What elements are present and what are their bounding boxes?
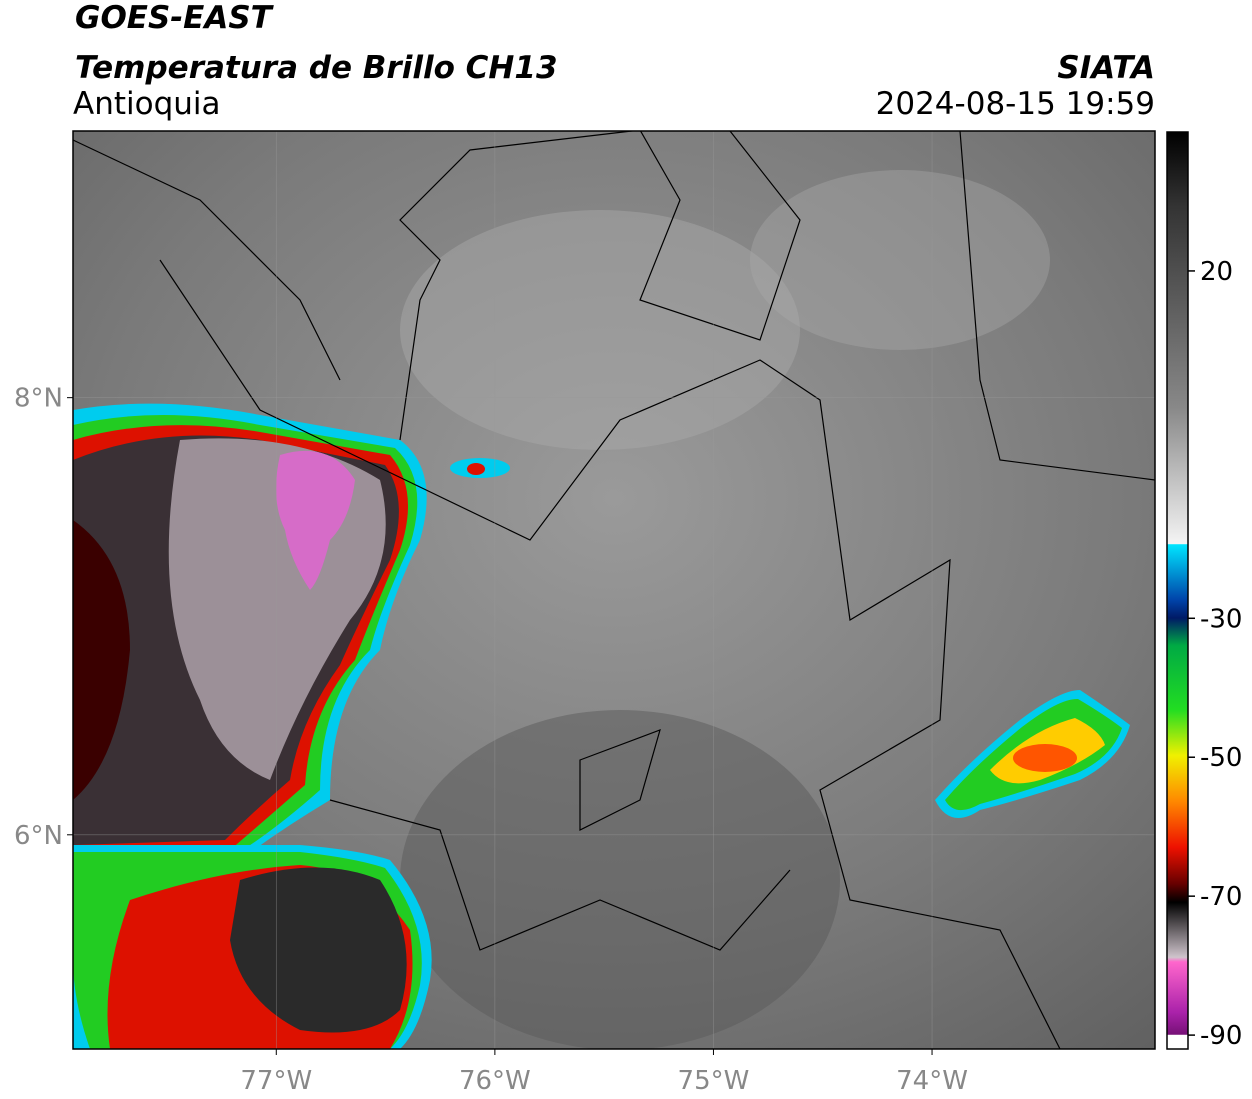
colorbar-tick-label: -50 xyxy=(1200,743,1242,773)
colorbar-tick-label: -90 xyxy=(1200,1021,1242,1051)
x-tick-label: 75°W xyxy=(678,1066,750,1096)
colorbar-tick-label: 20 xyxy=(1200,257,1233,287)
graticule xyxy=(73,131,1155,1049)
colorbar-tick-label: -30 xyxy=(1200,604,1242,634)
colorbar-tick-label: -70 xyxy=(1200,882,1242,912)
y-tick-label: 6°N xyxy=(14,821,63,851)
subtitle: Temperatura de Brillo CH13 xyxy=(75,50,558,86)
x-tick-label: 77°W xyxy=(240,1066,312,1096)
map-frame xyxy=(72,130,1156,1050)
region: Antioquia xyxy=(73,86,221,122)
x-tick-label: 76°W xyxy=(459,1066,531,1096)
colorbar xyxy=(1166,131,1189,1050)
y-tick-label: 8°N xyxy=(14,384,63,414)
source: SIATA xyxy=(1057,50,1155,86)
title: GOES-EAST xyxy=(75,0,275,36)
datetime: 2024-08-15 19:59 xyxy=(876,86,1155,122)
map-image xyxy=(73,131,1155,1049)
x-tick-label: 74°W xyxy=(896,1066,968,1096)
